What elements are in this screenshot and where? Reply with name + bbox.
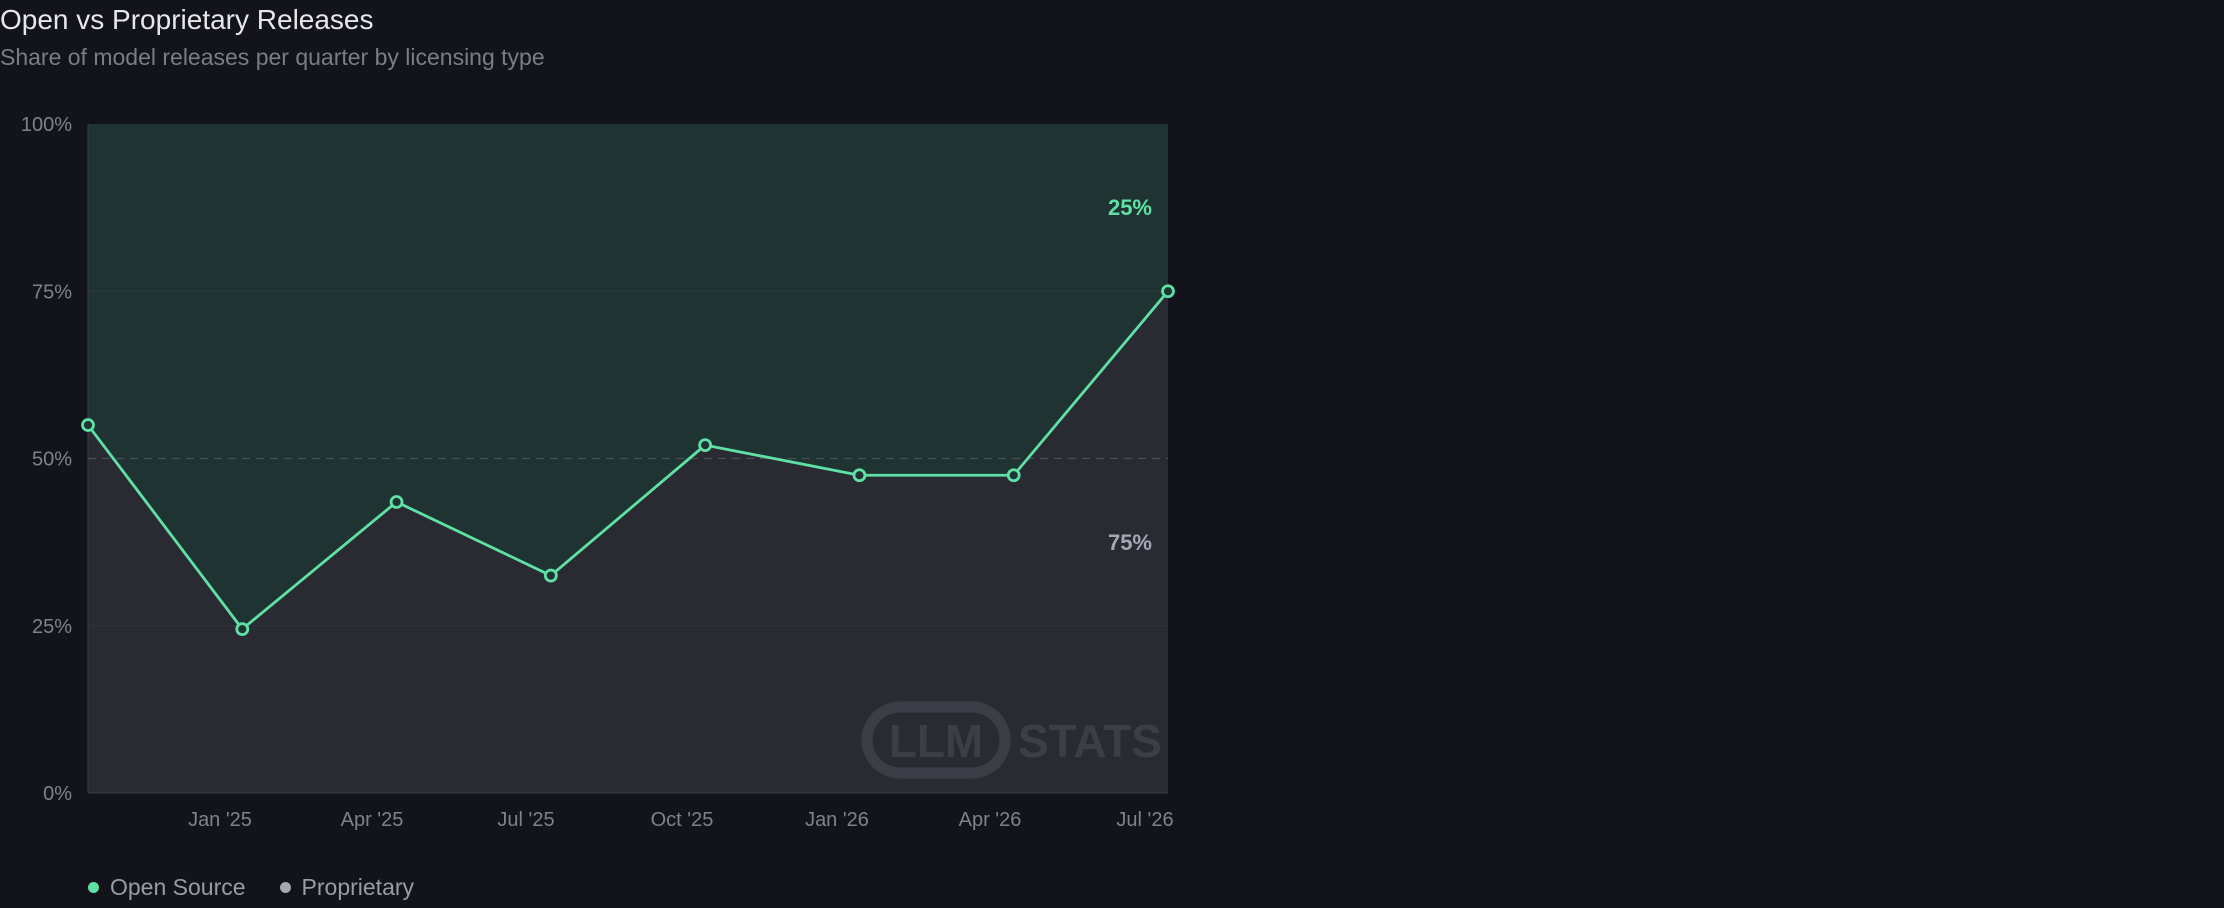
open-source-area xyxy=(88,124,1168,630)
end-label-proprietary: 75% xyxy=(1108,530,1152,555)
x-tick-label: Oct '25 xyxy=(651,809,714,831)
data-point[interactable] xyxy=(1006,468,1021,483)
data-point[interactable] xyxy=(852,468,867,483)
x-axis: Jan '25 Apr '25 Jul '25 Oct '25 Jan '26 Apr '… xyxy=(188,809,1174,831)
grid-layer xyxy=(87,124,1168,794)
watermark: LLM STATS xyxy=(861,701,1162,779)
proprietary-area xyxy=(88,291,1168,793)
end-label-open-source: 25% xyxy=(1108,195,1152,220)
data-point[interactable] xyxy=(81,418,95,432)
x-tick-label: Jul '25 xyxy=(497,809,554,831)
y-tick-label: 100% xyxy=(21,114,72,136)
legend-dot-icon xyxy=(88,882,99,893)
legend-label-open-source: Open Source xyxy=(110,874,246,900)
chart-title: Open vs Proprietary Releases xyxy=(0,4,374,35)
watermark-stats-text: STATS xyxy=(1018,715,1162,767)
x-tick-label: Apr '25 xyxy=(341,809,404,831)
area-layer xyxy=(88,124,1168,793)
y-tick-label: 75% xyxy=(32,281,72,303)
y-axis: 0% 25% 50% 75% 100% xyxy=(21,114,72,805)
legend-item-proprietary[interactable]: Proprietary xyxy=(279,874,415,901)
legend: Open Source Proprietary xyxy=(88,874,448,901)
data-point[interactable] xyxy=(389,495,404,509)
y-tick-label: 50% xyxy=(32,449,72,471)
data-points xyxy=(81,284,1175,636)
data-point[interactable] xyxy=(235,622,250,636)
data-point[interactable] xyxy=(543,568,558,583)
x-tick-label: Jan '25 xyxy=(188,809,252,831)
data-point[interactable] xyxy=(698,438,713,453)
legend-item-open-source[interactable]: Open Source xyxy=(88,874,246,901)
y-tick-label: 25% xyxy=(32,616,72,638)
data-point[interactable] xyxy=(1161,284,1175,299)
legend-dot-icon xyxy=(279,882,291,893)
x-tick-label: Apr '26 xyxy=(959,809,1022,831)
watermark-logo-pill xyxy=(861,701,1011,779)
chart-subtitle: Share of model releases per quarter by l… xyxy=(0,44,545,70)
watermark-llm-text: LLM xyxy=(889,715,984,767)
open-source-line xyxy=(86,290,1170,631)
x-tick-label: Jul '26 xyxy=(1116,809,1173,831)
end-labels: 25% 75% xyxy=(1108,195,1152,555)
open-source-line-layer xyxy=(86,290,1170,631)
x-tick-label: Jan '26 xyxy=(805,809,869,831)
legend-label-proprietary: Proprietary xyxy=(301,874,415,900)
y-tick-label: 0% xyxy=(43,783,72,805)
